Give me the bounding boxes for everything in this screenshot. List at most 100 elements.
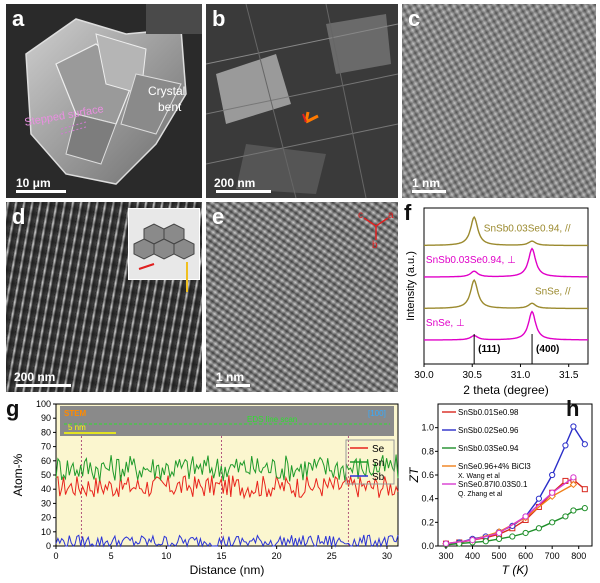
panel-f-frame — [423, 207, 589, 365]
panel-h-zt: h SnSb0.01Se0.98 SnSb0.02Se0.96 SnSb0.03Se… — [407, 396, 598, 578]
zt-point-2-8 — [549, 519, 556, 526]
eds-stem-tag: STEM — [64, 409, 87, 418]
zt-ytick-label-3: 0.6 — [421, 470, 434, 480]
xrd-series-line-3 — [424, 310, 588, 341]
zt-legend-label-1: SnSb0.02Se0.96 — [458, 426, 519, 435]
eds-ytick-label-6: 60 — [41, 456, 51, 466]
zt-point-1-11 — [581, 441, 588, 448]
zt-ytick-label-5: 1.0 — [421, 423, 434, 433]
eds-series-line-1 — [55, 454, 399, 482]
panel-c-scale-label: 1 nm — [412, 176, 441, 190]
panel-d-arrow — [186, 262, 188, 292]
zt-ytick-label-1: 0.2 — [421, 517, 434, 527]
zt-series-line-4 — [445, 476, 574, 545]
eds-ytick-label-9: 90 — [41, 413, 51, 423]
panel-c-lattice — [402, 4, 596, 198]
panel-c-label: c — [408, 6, 421, 31]
xrd-series-line-0 — [424, 215, 588, 247]
axis-b-label: b — [372, 240, 378, 248]
eds-ytick-label-1: 10 — [41, 527, 51, 537]
eds-stem-inset — [60, 406, 394, 436]
eds-xtick-label-2: 10 — [161, 551, 171, 561]
zt-point-2-5 — [509, 533, 516, 540]
zt-xtick-label-1: 400 — [465, 551, 480, 561]
zt-ytick-label-4: 0.8 — [421, 446, 434, 456]
panel-d-scalebar — [16, 384, 71, 387]
eds-xlabel: Distance (nm) — [190, 563, 265, 577]
zt-point-4-3 — [522, 513, 529, 520]
axis-a-label: a — [388, 210, 394, 221]
zt-xtick-label-3: 600 — [518, 551, 533, 561]
zt-point-1-9 — [562, 442, 569, 449]
xrd-peak-label-0: (111) — [478, 344, 500, 355]
xrd-xtick-label-1: 30.5 — [463, 370, 483, 381]
eds-xtick-label-0: 0 — [53, 551, 58, 561]
xrd-series-label-1: SnSb0.03Se0.94, ⊥ — [426, 255, 516, 266]
panel-e-hrtem: c a b e 1 nm — [206, 202, 398, 392]
xrd-series-label-3: SnSe, ⊥ — [426, 318, 465, 329]
eds-scan-label: EDS line scan — [247, 415, 297, 424]
crystal-bent-annotation-1: Crystal — [148, 84, 186, 98]
zt-ylabel: ZT — [408, 466, 421, 483]
zt-point-4-0 — [442, 540, 450, 547]
eds-ytick-label-5: 50 — [41, 470, 51, 480]
panel-b-label: b — [212, 6, 226, 31]
zt-ytick-label-0: 0.0 — [421, 541, 434, 551]
panel-c-scalebar — [412, 190, 446, 193]
panel-e-lattice — [206, 202, 398, 392]
zt-point-3-5 — [569, 480, 578, 489]
panel-e-label: e — [212, 204, 225, 229]
panel-a-label: a — [12, 6, 25, 31]
eds-ytick-label-8: 80 — [41, 427, 51, 437]
eds-ytick-label-2: 20 — [41, 513, 51, 523]
eds-ytick-label-10: 100 — [36, 399, 51, 409]
xrd-xlabel: 2 theta (degree) — [463, 383, 548, 397]
zt-point-4-5 — [570, 474, 577, 481]
panel-b-scalebar — [216, 190, 271, 193]
panel-c-hrtem: c 1 nm — [402, 4, 596, 198]
panel-g-chart: STEM [100] 5 nm EDS line scan Se Sn Sb 0 10 20 30 4… — [11, 399, 399, 577]
eds-ytick-label-3: 30 — [41, 498, 51, 508]
zt-legend-label-3: SnSe0.96+4% BiCl3 — [458, 462, 531, 471]
zt-point-2-9 — [562, 513, 569, 520]
panel-f-chart: SnSb0.03Se0.94, // SnSb0.03Se0.94, ⊥ SnSe,… — [405, 207, 589, 397]
xrd-ylabel: Intensity (a.u.) — [405, 251, 417, 321]
zt-xtick-label-4: 700 — [545, 551, 560, 561]
zt-point-2-11 — [581, 505, 588, 512]
xrd-xtick-label-3: 31.5 — [559, 370, 579, 381]
xrd-series-label-0: SnSb0.03Se0.94, // — [484, 223, 571, 234]
panel-d-inset — [128, 208, 200, 280]
eds-legend-label-2: Sb — [372, 472, 385, 483]
zt-ref-1: X. Wang et al — [458, 473, 500, 480]
eds-series-line-2 — [55, 534, 399, 548]
eds-legend-label-1: Sn — [372, 458, 384, 469]
panel-b-image — [206, 4, 398, 198]
zt-xtick-label-5: 800 — [571, 551, 586, 561]
zt-ref-2: Q. Zhang et al — [458, 491, 503, 498]
zt-legend-label-0: SnSb0.01Se0.98 — [458, 408, 519, 417]
zt-xtick-label-2: 500 — [492, 551, 507, 561]
xrd-series-line-2 — [424, 278, 588, 310]
eds-xtick-label-5: 25 — [327, 551, 337, 561]
eds-xtick-label-1: 5 — [109, 551, 114, 561]
panel-a-scale-label: 10 μm — [16, 176, 51, 190]
zt-point-1-10 — [570, 423, 577, 430]
eds-stem-scale: 5 nm — [68, 423, 86, 432]
xrd-xtick-label-0: 30.0 — [414, 370, 434, 381]
eds-xtick-label-6: 30 — [382, 551, 392, 561]
zt-point-4-2 — [495, 529, 503, 537]
panel-f-xrd: f SnSb0.03Se0.94, //SnSb0.03Se0.94, ⊥ SnS… — [402, 200, 596, 398]
panel-d-label: d — [12, 204, 26, 229]
zt-point-4-1 — [469, 536, 476, 544]
panel-e-axes-icon: c a b — [358, 210, 394, 248]
panel-g-label: g — [6, 396, 20, 421]
panel-h-chart: SnSb0.01Se0.98 SnSb0.02Se0.96 SnSb0.03Se0.… — [407, 403, 593, 577]
panel-a-crystal — [25, 4, 202, 185]
eds-xtick-label-4: 20 — [272, 551, 282, 561]
zt-point-1-7 — [535, 495, 542, 502]
eds-ytick-label-4: 40 — [41, 484, 51, 494]
zt-legend-label-2: SnSb0.03Se0.94 — [458, 444, 519, 453]
eds-ylabel: Atom-% — [11, 453, 25, 496]
crystal-bent-annotation-2: bent — [158, 100, 182, 114]
eds-series-line-0 — [55, 475, 399, 500]
